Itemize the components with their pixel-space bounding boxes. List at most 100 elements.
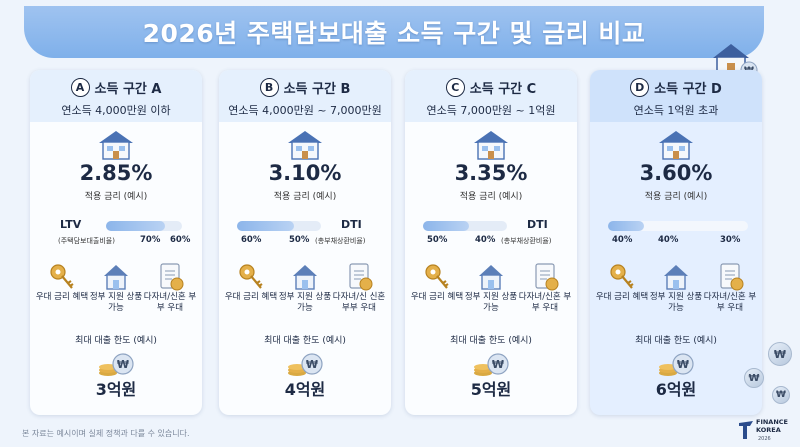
tier-badge: B (259, 78, 279, 97)
ratio-bar (237, 221, 321, 231)
income-range: 연소득 1억원 초과 (633, 104, 719, 117)
card-header: B 소득 구간 B 연소득 4,000만원 ~ 7,000만원 (219, 70, 391, 122)
house-outline-icon (479, 265, 503, 290)
benefit-label: 우대 금리 혜택 (595, 292, 649, 302)
benefit-label: 정부 지원 상품 가능 (649, 292, 703, 313)
ratio-value: 60% (170, 235, 191, 245)
benefit-label: 우대 금리 혜택 (224, 292, 278, 302)
coin-icon: ₩ (744, 368, 764, 388)
tier-card-d: D 소득 구간 D 연소득 1억원 초과 3.60% 적용 금리 (예시) 40… (590, 70, 762, 415)
house-outline-icon (664, 265, 688, 290)
ratio-value: 50% (289, 235, 310, 245)
ratio-subtitle: (총부채상환비율) (501, 237, 552, 245)
house-icon (474, 131, 508, 160)
ratio-value: 40% (475, 235, 496, 245)
ratio-subtitle: (총부채상환비율) (315, 237, 366, 245)
brand-name-line1: FINANCE (756, 418, 788, 426)
tier-name: 소득 구간 B (283, 82, 351, 97)
ratio-value: 30% (720, 235, 741, 245)
brand-logo: FINANCE KOREA 2026 (738, 417, 794, 445)
benefit-label: 정부 지원 상품 가능 (89, 292, 143, 313)
document-icon (160, 263, 184, 291)
interest-rate: 3.60% (639, 161, 713, 185)
house-icon (288, 131, 322, 160)
tier-badge: D (630, 78, 650, 97)
card-header: D 소득 구간 D 연소득 1억원 초과 (590, 70, 762, 122)
ratio-bar (608, 221, 748, 231)
interest-rate: 3.10% (268, 161, 342, 185)
brand-name-line2: KOREA (756, 425, 781, 434)
income-range: 연소득 4,000만원 이하 (61, 104, 171, 117)
document-icon (720, 263, 744, 291)
loan-limit-label: 최대 대출 한도 (예시) (75, 336, 157, 346)
loan-limit: 6억원 (655, 380, 697, 399)
tier-card-a: A 소득 구간 A 연소득 4,000만원 이하 2.85% 적용 금리 (예시… (30, 70, 202, 415)
house-icon (99, 131, 133, 160)
benefit-label: 다자녀/신혼 부부 우대 (703, 292, 757, 313)
ratio-title: DTI (341, 218, 362, 231)
key-icon (50, 264, 74, 289)
coin-icon: ₩ (772, 386, 790, 404)
loan-limit-label: 최대 대출 한도 (예시) (450, 336, 532, 346)
loan-limit: 4억원 (284, 380, 326, 399)
key-icon (425, 264, 449, 289)
ratio-value: 70% (140, 235, 161, 245)
tier-badge: C (445, 78, 465, 97)
ratio-value: 40% (658, 235, 679, 245)
benefit-label: 다자녀/신혼 부부 우대 (143, 292, 197, 313)
brand-year: 2026 (758, 436, 771, 442)
benefit-label: 다자녀/신혼 부부 우대 (518, 292, 572, 313)
coin-symbol: ₩ (492, 358, 504, 371)
tier-name: 소득 구간 C (469, 82, 537, 97)
coin-stack-icon: ₩ (474, 353, 509, 376)
document-icon (349, 263, 373, 291)
benefit-label: 우대 금리 혜택 (410, 292, 464, 302)
ratio-title: LTV (60, 218, 82, 231)
disclaimer: 본 자료는 예시이며 실제 정책과 다를 수 있습니다. (22, 429, 190, 438)
rate-label: 적용 금리 (예시) (273, 192, 337, 202)
loan-limit-label: 최대 대출 한도 (예시) (635, 336, 717, 346)
title-banner: 2026년 주택담보대출 소득 구간 및 금리 비교 (24, 6, 764, 58)
interest-rate: 2.85% (79, 161, 153, 185)
coin-symbol: ₩ (677, 358, 689, 371)
loan-limit-label: 최대 대출 한도 (예시) (264, 336, 346, 346)
tier-name: 소득 구간 D (654, 82, 722, 97)
coin-symbol: ₩ (306, 358, 318, 371)
house-outline-icon (293, 265, 317, 290)
coin-stack-icon: ₩ (659, 353, 694, 376)
income-range: 연소득 4,000만원 ~ 7,000만원 (228, 104, 382, 117)
rate-label: 적용 금리 (예시) (84, 192, 148, 202)
ratio-subtitle: (주택담보대출비율) (58, 237, 115, 245)
tier-badge: A (70, 78, 90, 97)
rate-label: 적용 금리 (예시) (644, 192, 708, 202)
tier-card-c: C 소득 구간 C 연소득 7,000만원 ~ 1억원 3.35% 적용 금리 … (405, 70, 577, 415)
interest-rate: 3.35% (454, 161, 528, 185)
benefit-label: 정부 지원 상품 가능 (464, 292, 518, 313)
tier-card-b: B 소득 구간 B 연소득 4,000만원 ~ 7,000만원 3.10% 적용… (219, 70, 391, 415)
card-header: A 소득 구간 A 연소득 4,000만원 이하 (30, 70, 202, 122)
ratio-value: 60% (241, 235, 262, 245)
coin-stack-icon: ₩ (288, 353, 323, 376)
benefit-label: 우대 금리 혜택 (35, 292, 89, 302)
tier-name: 소득 구간 A (94, 82, 162, 97)
loan-limit: 5억원 (470, 380, 512, 399)
coin-icon: ₩ (768, 342, 792, 366)
ratio-value: 40% (612, 235, 633, 245)
rate-label: 적용 금리 (예시) (459, 192, 523, 202)
page-title: 2026년 주택담보대출 소득 구간 및 금리 비교 (142, 19, 646, 48)
ratio-bar (423, 221, 507, 231)
loan-limit: 3억원 (95, 380, 137, 399)
ratio-value: 50% (427, 235, 448, 245)
key-icon (610, 264, 634, 289)
coin-symbol: ₩ (117, 358, 129, 371)
benefit-label: 정부 지원 상품 가능 (278, 292, 332, 313)
ratio-title: DTI (527, 218, 548, 231)
house-outline-icon (104, 265, 128, 290)
card-header: C 소득 구간 C 연소득 7,000만원 ~ 1억원 (405, 70, 577, 122)
house-icon (659, 131, 693, 160)
ratio-bar (106, 221, 182, 231)
coin-stack-icon: ₩ (99, 353, 134, 376)
key-icon (239, 264, 263, 289)
document-icon (535, 263, 559, 291)
income-range: 연소득 7,000만원 ~ 1억원 (426, 104, 556, 117)
